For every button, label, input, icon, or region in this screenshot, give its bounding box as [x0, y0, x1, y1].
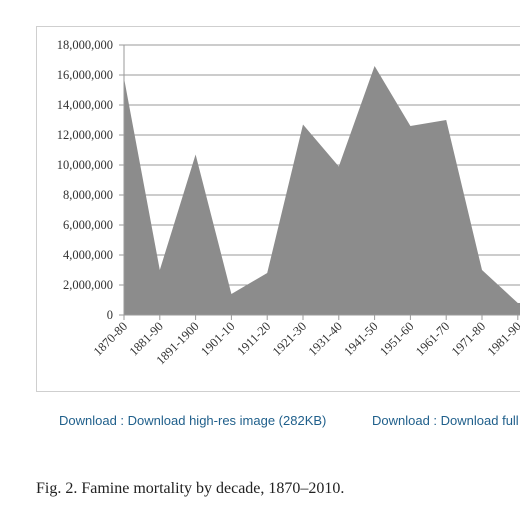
x-tick-label: 1870-80 — [91, 319, 130, 358]
famine-mortality-chart: 0 2,000,000 4,000,000 6,000,000 8,000,000 10,… — [57, 38, 520, 367]
x-tick-label: 1981-90 — [485, 319, 520, 358]
y-tick-label: 18,000,000 — [57, 38, 113, 52]
figure-caption: Fig. 2. Famine mortality by decade, 1870… — [36, 480, 345, 497]
download-high-res-link[interactable]: Download : Download high-res image (282K… — [59, 413, 327, 428]
y-tick-label: 14,000,000 — [57, 98, 113, 112]
x-tick-label: 1901-10 — [198, 319, 237, 358]
y-tick-label: 0 — [107, 308, 113, 322]
area-series — [124, 66, 520, 315]
mortality-area — [124, 66, 520, 315]
y-tick-label: 6,000,000 — [63, 218, 113, 232]
x-tick-label: 1931-40 — [306, 319, 345, 358]
x-tick-label: 1941-50 — [341, 319, 380, 358]
y-tick-label: 2,000,000 — [63, 278, 113, 292]
x-tick-label: 1921-30 — [270, 319, 309, 358]
y-tick-label: 16,000,000 — [57, 68, 113, 82]
y-tick-label: 10,000,000 — [57, 158, 113, 172]
y-tick-label: 4,000,000 — [63, 248, 113, 262]
x-tick-label: 1971-80 — [449, 319, 488, 358]
x-axis-ticks: 1870-801881-901891-19001901-101911-20192… — [91, 315, 520, 367]
x-tick-label: 1951-60 — [377, 319, 416, 358]
y-tick-label: 8,000,000 — [63, 188, 113, 202]
x-tick-label: 1961-70 — [413, 319, 452, 358]
download-full-link[interactable]: Download : Download full — [372, 413, 519, 428]
y-axis-ticks: 0 2,000,000 4,000,000 6,000,000 8,000,000 10,… — [57, 38, 113, 322]
x-tick-label: 1911-20 — [234, 319, 273, 358]
y-tick-label: 12,000,000 — [57, 128, 113, 142]
axes — [119, 44, 520, 316]
